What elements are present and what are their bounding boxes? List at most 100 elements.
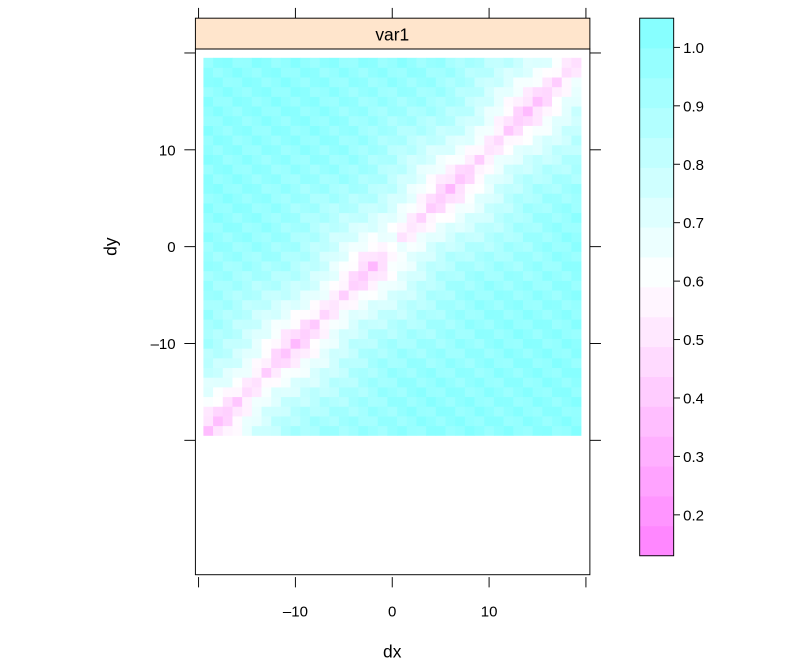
heat-cell bbox=[203, 144, 214, 155]
heat-cell bbox=[251, 416, 262, 427]
heat-cell bbox=[213, 406, 224, 417]
heat-cell bbox=[358, 144, 369, 155]
heat-cell bbox=[222, 86, 233, 97]
heat-cell bbox=[300, 203, 311, 214]
heat-cell bbox=[309, 77, 320, 88]
colorbar-band bbox=[639, 167, 674, 198]
heat-cell bbox=[213, 358, 224, 369]
heat-cell bbox=[358, 251, 369, 262]
heat-cell bbox=[213, 377, 224, 388]
heat-cell bbox=[309, 135, 320, 146]
heat-cell bbox=[561, 144, 572, 155]
heat-cell bbox=[358, 183, 369, 194]
heat-cell bbox=[300, 280, 311, 291]
heat-cell bbox=[242, 96, 253, 107]
heat-cell bbox=[319, 270, 330, 281]
heat-cell bbox=[493, 241, 504, 252]
heat-cell bbox=[426, 280, 437, 291]
heat-cell bbox=[503, 67, 514, 78]
heat-cell bbox=[552, 280, 563, 291]
heat-cell bbox=[416, 77, 427, 88]
heat-cell bbox=[571, 416, 582, 427]
heat-cell bbox=[474, 77, 485, 88]
heat-cell bbox=[348, 183, 359, 194]
heat-cell bbox=[552, 115, 563, 126]
heat-cell bbox=[552, 135, 563, 146]
heat-cell bbox=[338, 203, 349, 214]
heat-cell bbox=[406, 154, 417, 165]
heat-cell bbox=[464, 328, 475, 339]
heat-cell bbox=[571, 203, 582, 214]
heat-cell bbox=[358, 115, 369, 126]
heat-cell bbox=[280, 299, 291, 310]
heat-cell bbox=[232, 348, 243, 359]
heat-cell bbox=[464, 319, 475, 330]
colorbar-tick-label: 0.5 bbox=[683, 332, 704, 349]
heat-cell bbox=[416, 183, 427, 194]
heat-cell bbox=[474, 367, 485, 378]
heat-cell bbox=[484, 309, 495, 320]
heat-cell bbox=[348, 193, 359, 204]
heat-cell bbox=[464, 367, 475, 378]
heat-cell bbox=[484, 106, 495, 117]
heat-cell bbox=[474, 222, 485, 233]
heat-cell bbox=[406, 106, 417, 117]
heat-cell bbox=[271, 115, 282, 126]
heat-cell bbox=[513, 144, 524, 155]
heat-cell bbox=[280, 77, 291, 88]
heat-cell bbox=[445, 251, 456, 262]
heat-cell bbox=[309, 367, 320, 378]
heat-cell bbox=[455, 115, 466, 126]
heat-cell bbox=[280, 348, 291, 359]
heat-cell bbox=[406, 193, 417, 204]
heat-cell bbox=[319, 280, 330, 291]
heat-cell bbox=[522, 309, 533, 320]
heat-cell bbox=[474, 290, 485, 301]
heat-cell bbox=[426, 367, 437, 378]
heat-cell bbox=[329, 290, 340, 301]
heat-cell bbox=[377, 164, 388, 175]
heat-cell bbox=[552, 309, 563, 320]
heat-cell bbox=[338, 232, 349, 243]
heat-cell bbox=[571, 338, 582, 349]
heat-cell bbox=[532, 358, 543, 369]
colorbar-band bbox=[639, 18, 674, 49]
heat-cell bbox=[552, 144, 563, 155]
heat-cell bbox=[426, 193, 437, 204]
heat-cell bbox=[387, 135, 398, 146]
heat-cell bbox=[261, 222, 272, 233]
heat-cell bbox=[290, 416, 301, 427]
heat-cell bbox=[358, 406, 369, 417]
heat-cell bbox=[213, 241, 224, 252]
heat-cell bbox=[232, 174, 243, 185]
heat-cell bbox=[474, 348, 485, 359]
heat-cell bbox=[309, 299, 320, 310]
heat-cell bbox=[532, 203, 543, 214]
heat-cell bbox=[329, 358, 340, 369]
panel-strip bbox=[194, 17, 591, 50]
heat-cell bbox=[426, 96, 437, 107]
heat-cell bbox=[338, 67, 349, 78]
heat-cell bbox=[329, 115, 340, 126]
heat-cell bbox=[503, 358, 514, 369]
heat-cell bbox=[474, 232, 485, 243]
heat-cell bbox=[522, 387, 533, 398]
heat-cell bbox=[397, 377, 408, 388]
heat-cell bbox=[571, 261, 582, 272]
heat-cell bbox=[213, 251, 224, 262]
heat-cell bbox=[377, 183, 388, 194]
heat-cell bbox=[571, 328, 582, 339]
heat-cell bbox=[309, 241, 320, 252]
heat-cell bbox=[300, 57, 311, 68]
heat-cell bbox=[309, 154, 320, 165]
heat-cell bbox=[416, 86, 427, 97]
heat-cell bbox=[426, 348, 437, 359]
heat-cell bbox=[251, 86, 262, 97]
heat-cell bbox=[271, 106, 282, 117]
heat-cell bbox=[329, 154, 340, 165]
heat-cell bbox=[309, 261, 320, 272]
heat-cell bbox=[338, 416, 349, 427]
heat-cell bbox=[464, 358, 475, 369]
heat-cell bbox=[513, 212, 524, 223]
heat-cell bbox=[493, 328, 504, 339]
